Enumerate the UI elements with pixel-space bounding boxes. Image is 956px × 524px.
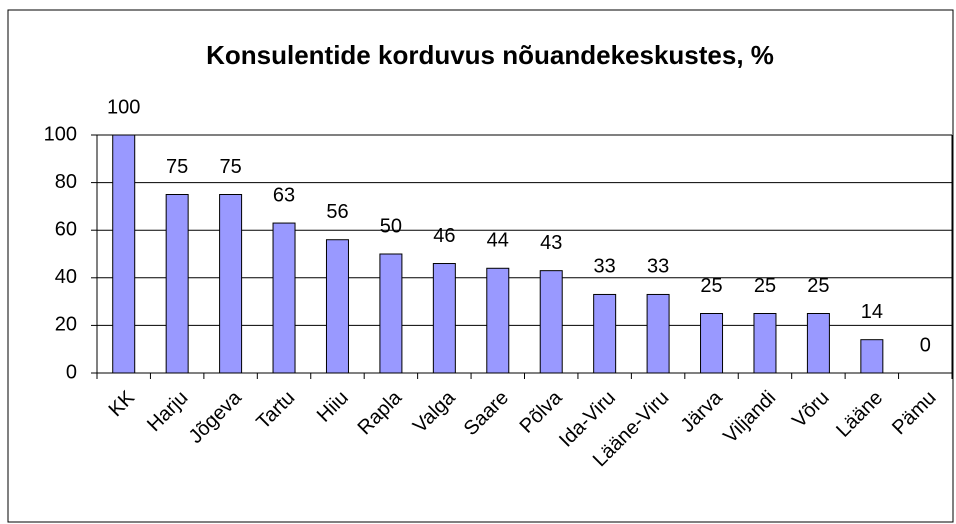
- data-label: 25: [754, 275, 776, 297]
- data-label: 33: [647, 256, 669, 278]
- data-label: 75: [219, 156, 241, 178]
- y-tick-label: 60: [55, 218, 77, 240]
- data-label: 75: [166, 156, 188, 178]
- data-label: 63: [273, 184, 295, 206]
- data-label: 46: [433, 225, 455, 247]
- bar: [860, 339, 884, 374]
- bar: [379, 253, 403, 374]
- data-label: 44: [487, 230, 509, 252]
- data-label: 0: [920, 334, 931, 356]
- y-tick-label: 0: [66, 361, 77, 383]
- y-tick-label: 80: [55, 171, 77, 193]
- bar: [432, 263, 456, 374]
- bar: [486, 267, 510, 374]
- chart-title: Konsulentide korduvus nõuandekeskustes, …: [206, 40, 774, 70]
- chart-border: [7, 9, 954, 523]
- y-tick-label: 100: [44, 123, 77, 145]
- data-label: 14: [861, 301, 883, 323]
- data-label: 56: [326, 201, 348, 223]
- bar: [112, 134, 136, 374]
- data-label: 50: [380, 215, 402, 237]
- bar: [753, 313, 777, 374]
- bar: [593, 293, 617, 374]
- bar: [325, 239, 349, 374]
- bar: [219, 194, 243, 374]
- bar: [646, 293, 670, 374]
- y-tick-label: 40: [55, 266, 77, 288]
- data-label: 100: [107, 96, 140, 118]
- bar: [806, 313, 830, 374]
- bar: [272, 222, 296, 374]
- bar: [165, 194, 189, 374]
- data-label: 33: [594, 256, 616, 278]
- data-label: 25: [700, 275, 722, 297]
- y-tick-label: 20: [55, 314, 77, 336]
- data-label: 25: [807, 275, 829, 297]
- data-label: 43: [540, 232, 562, 254]
- bar: [539, 270, 563, 374]
- bar: [700, 313, 724, 374]
